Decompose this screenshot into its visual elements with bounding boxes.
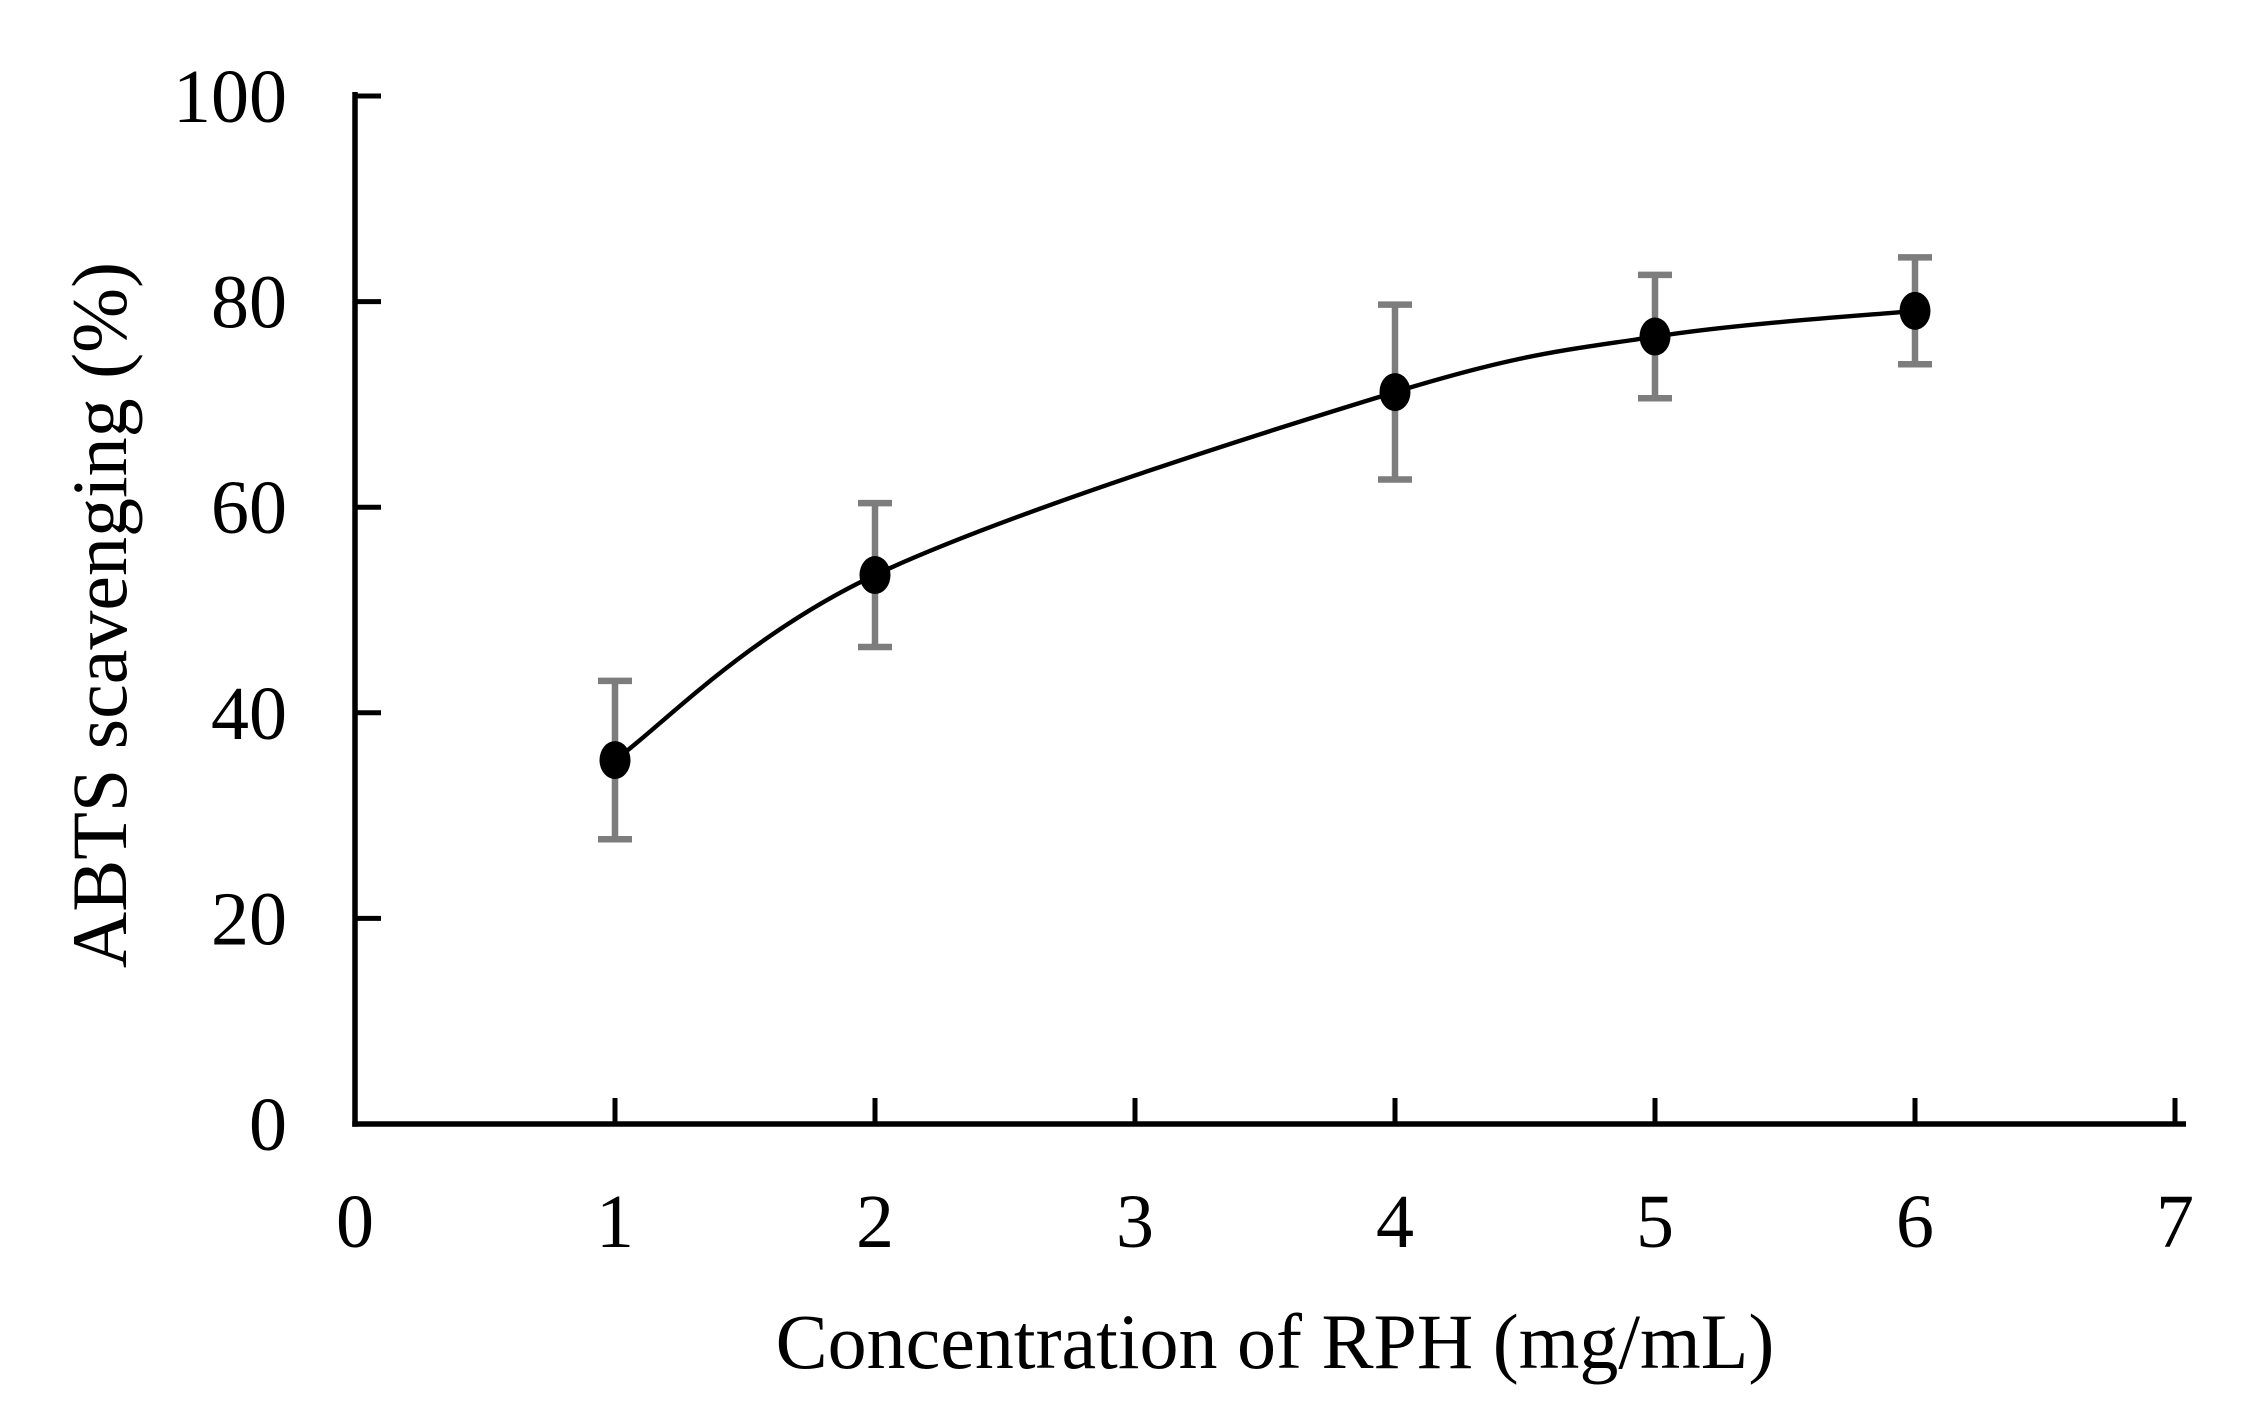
x-tick-label: 7 — [2156, 1180, 2194, 1264]
x-tick-label: 5 — [1636, 1180, 1674, 1264]
y-tick-label: 20 — [211, 877, 287, 961]
axes — [352, 92, 2186, 1127]
x-tick-label: 0 — [336, 1180, 374, 1264]
y-tick-label: 100 — [173, 55, 287, 139]
y-axis-title: ABTS scavenging (%) — [56, 262, 143, 968]
data-point — [599, 741, 631, 780]
error-bars — [598, 254, 1932, 843]
x-tick-label: 6 — [1896, 1180, 1934, 1264]
data-points — [599, 291, 1931, 780]
x-tick-label: 3 — [1116, 1180, 1154, 1264]
x-tick-label: 1 — [596, 1180, 634, 1264]
data-point — [1899, 291, 1931, 330]
tick-labels: 0 20 40 60 80 100 0 1 2 3 4 5 6 7 — [173, 55, 2194, 1264]
x-tick-label: 4 — [1376, 1180, 1414, 1264]
y-tick-label: 40 — [211, 672, 287, 756]
data-curve — [613, 308, 1916, 762]
data-point — [859, 556, 891, 595]
y-tick-label: 60 — [211, 466, 287, 550]
y-tick-label: 0 — [249, 1083, 287, 1167]
data-point — [1379, 373, 1411, 412]
y-tick-label: 80 — [211, 261, 287, 345]
x-axis-title: Concentration of RPH (mg/mL) — [776, 1298, 1775, 1385]
data-point — [1639, 317, 1671, 356]
x-tick-label: 2 — [856, 1180, 894, 1264]
